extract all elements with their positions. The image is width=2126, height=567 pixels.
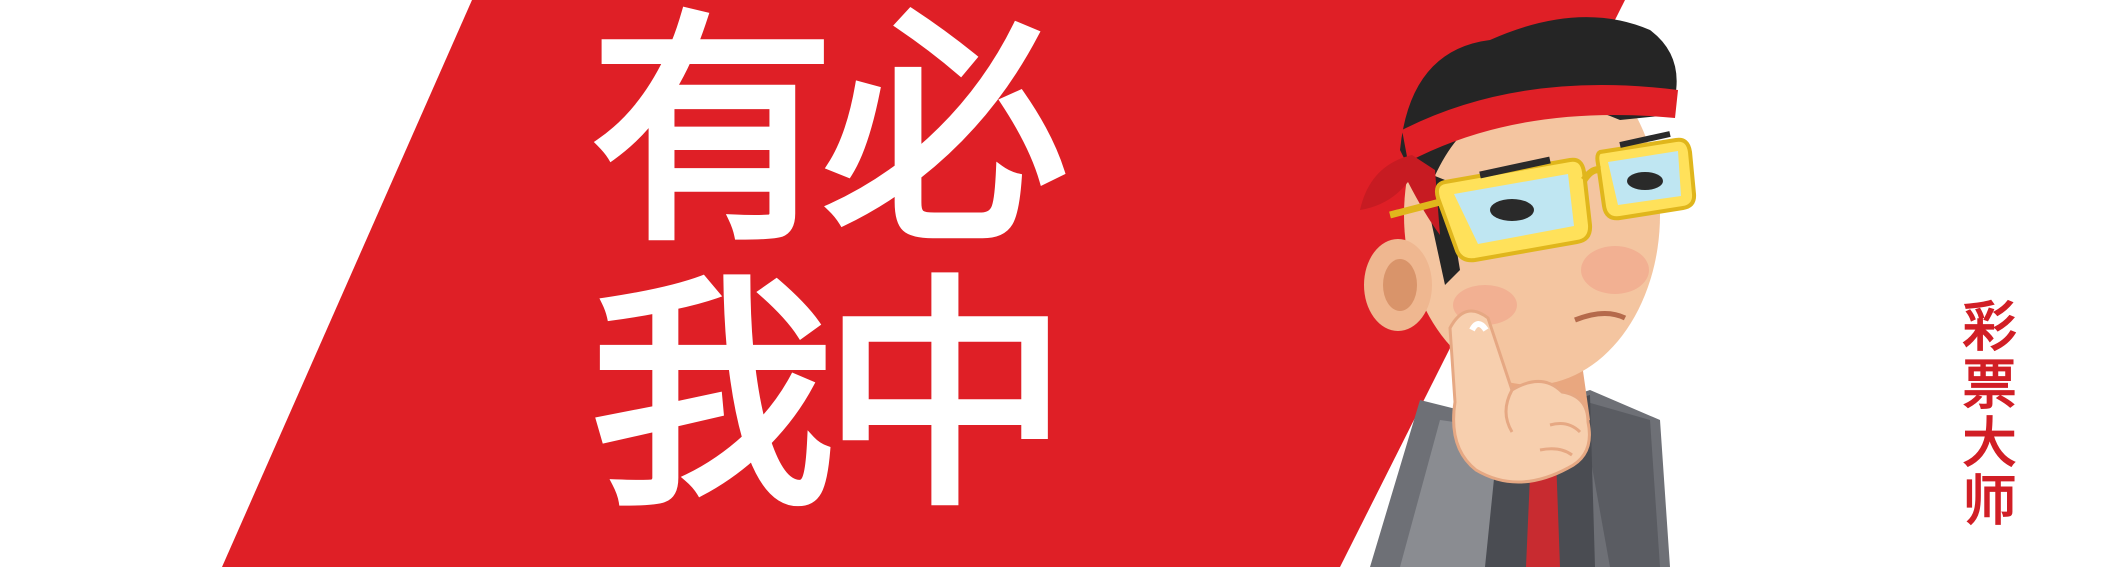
glasses-icon [1389,131,1697,263]
mascot-man-thinking-icon [1360,17,1697,567]
slogan-line-1: 有必 [590,0,1068,275]
hand-on-chin-icon [1448,309,1591,484]
headband-icon [1360,85,1678,235]
brand-name: 彩票大师 [1953,298,2017,530]
slogan-line-2: 我中 [590,255,1068,540]
